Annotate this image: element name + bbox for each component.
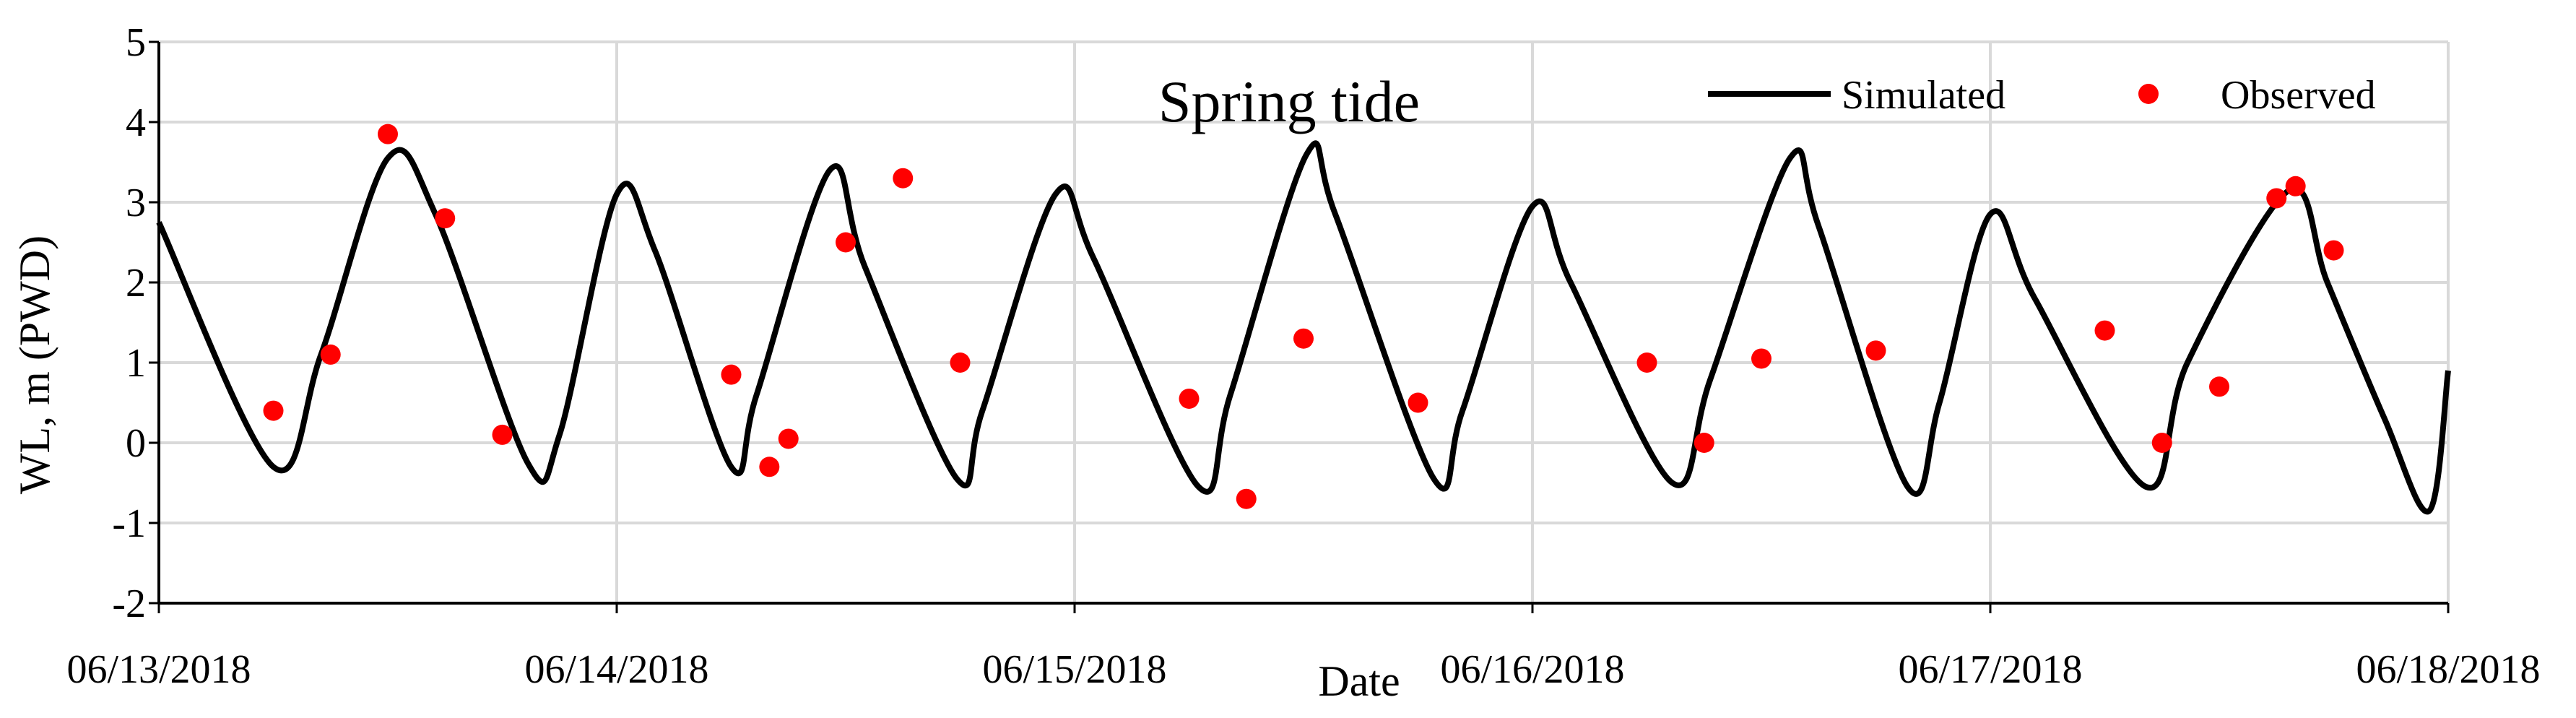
y-tick-label: 3: [126, 181, 146, 225]
x-tick-labels: 06/13/2018 06/14/2018 06/15/2018 06/16/2018…: [66, 647, 2540, 692]
x-tick-label: 06/16/2018: [1440, 647, 1624, 692]
axes: [149, 40, 2450, 613]
observed-point: [950, 352, 971, 373]
observed-point: [1694, 433, 1714, 453]
annotation-label: Spring tide: [1158, 69, 1420, 134]
observed-point: [759, 457, 780, 477]
observed-point: [1236, 488, 1257, 509]
observed-point: [1408, 392, 1428, 413]
observed-point: [2151, 433, 2172, 453]
observed-point: [378, 124, 398, 144]
y-tick-label: -1: [112, 501, 146, 546]
y-tick-label: 0: [126, 421, 146, 466]
gridlines: [157, 40, 2450, 605]
observed-point: [2209, 376, 2229, 397]
x-tick-label: 06/13/2018: [66, 647, 251, 692]
observed-point: [2266, 188, 2287, 209]
observed-point: [1179, 388, 1200, 409]
x-tick-label: 06/15/2018: [982, 647, 1166, 692]
y-tick-labels: -2 -1 0 1 2 3 4 5: [112, 20, 146, 626]
y-axis-title: WL, m (PWD): [11, 235, 58, 494]
legend-observed-label: Observed: [2221, 73, 2376, 118]
y-tick-label: 4: [126, 100, 146, 145]
observed-point: [2285, 176, 2306, 196]
simulated-series-line: [156, 140, 2451, 515]
observed-point: [836, 232, 856, 253]
observed-point: [263, 400, 284, 421]
observed-point: [721, 364, 742, 385]
observed-point: [1865, 340, 1886, 361]
x-tick-label: 06/14/2018: [524, 647, 708, 692]
observed-point: [1751, 348, 1771, 369]
observed-point: [778, 428, 799, 449]
observed-point: [320, 344, 341, 365]
x-tick-label: 06/18/2018: [2356, 647, 2540, 692]
y-tick-label: 1: [126, 341, 146, 386]
y-tick-label: -2: [112, 581, 146, 626]
x-axis-title: Date: [1318, 657, 1400, 705]
x-tick-label: 06/17/2018: [1898, 647, 2082, 692]
observed-point: [1636, 352, 1657, 373]
y-tick-label: 5: [126, 20, 146, 65]
legend-observed-swatch: [2138, 84, 2159, 104]
series-layer: [156, 124, 2451, 515]
legend: Simulated Observed: [1708, 73, 2376, 118]
observed-point: [893, 168, 914, 189]
observed-point: [2094, 320, 2115, 341]
y-tick-label: 2: [126, 261, 146, 306]
observed-point: [435, 208, 456, 229]
observed-point: [492, 424, 513, 445]
observed-point: [2323, 240, 2344, 261]
observed-point: [1293, 328, 1314, 349]
legend-simulated-label: Simulated: [1842, 73, 2005, 118]
